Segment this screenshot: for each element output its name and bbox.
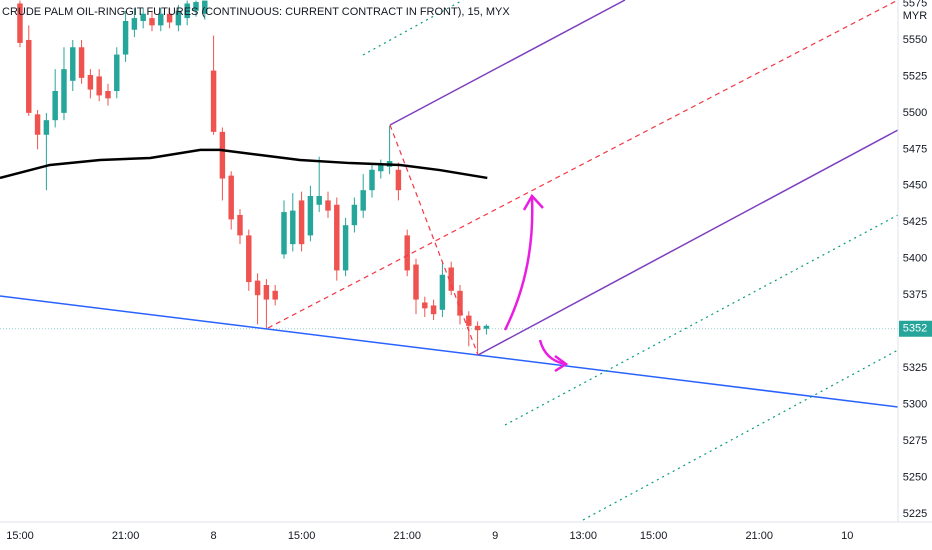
candle-body (413, 264, 419, 300)
candle-body (430, 305, 437, 315)
candle-body (219, 131, 226, 179)
candle-body (316, 196, 322, 205)
candle-body (184, 3, 190, 19)
candle-body (114, 54, 120, 92)
x-tick-label: 15:00 (640, 530, 668, 542)
y-tick-label: 5375 (903, 289, 927, 301)
chart-title: CRUDE PALM OIL-RINGGIT FUTURES (CONTINUO… (2, 6, 510, 18)
candle-body (334, 204, 340, 271)
x-tick-label: 15:00 (6, 530, 34, 542)
y-tick-label: 5450 (903, 180, 927, 192)
x-tick-label: 8 (211, 530, 217, 542)
x-tick-label: 21:00 (745, 530, 773, 542)
plot-area (0, 0, 898, 354)
candle-body (325, 200, 331, 211)
candle-body (272, 290, 278, 300)
candle-body (52, 91, 58, 121)
candle-body (175, 10, 182, 26)
candle-body (70, 47, 76, 81)
candle-body (228, 175, 234, 220)
candle-body (378, 163, 384, 172)
candle-body (210, 70, 217, 132)
candle-body (61, 69, 67, 113)
arrow (503, 197, 534, 331)
y-tick-label: 5300 (903, 398, 927, 410)
candle-body (96, 76, 102, 96)
candle-body (439, 274, 446, 310)
candle-body (422, 302, 428, 309)
moving-average (0, 148, 488, 180)
candle-body (307, 196, 314, 236)
pitchfork-upper (389, 0, 626, 126)
candle-body (149, 18, 155, 26)
candle-body (78, 47, 85, 78)
arrow-head (554, 354, 569, 373)
y-tick-label: 5225 (903, 508, 927, 520)
y-tick-label: 5575 (903, 0, 927, 9)
candle-body (263, 284, 270, 300)
y-tick-label: 5325 (903, 362, 927, 374)
drawings (0, 0, 899, 521)
last-price-label: 5352 (903, 323, 927, 335)
candle-body (290, 210, 296, 245)
candle-body (193, 2, 199, 11)
candle-body (448, 267, 454, 291)
candle-body (298, 200, 305, 245)
candle-body (466, 315, 472, 326)
candle-body (281, 212, 287, 255)
candle-body (246, 235, 252, 283)
candle-body (131, 18, 138, 30)
candle-body (342, 225, 349, 271)
candle-body (254, 280, 261, 296)
y-tick-label: 5525 (903, 70, 927, 82)
axes: 5225525052755300532553505375540054255450… (6, 0, 932, 542)
pitchfork-outer (362, 0, 464, 56)
pitchfork-outer (504, 214, 899, 426)
candle-body (395, 169, 402, 191)
y-tick-label: 5425 (903, 216, 927, 228)
candle-body (351, 204, 358, 226)
candle-body (237, 214, 243, 236)
candle-body (17, 3, 23, 43)
candle-body (158, 13, 164, 26)
candle-body (105, 91, 111, 99)
trend-line (0, 295, 899, 408)
y-tick-label: 5400 (903, 253, 927, 265)
x-tick-label: 10 (841, 530, 853, 542)
x-tick-label: 21:00 (112, 530, 140, 542)
candle-body (202, 0, 208, 14)
candle-body (369, 169, 375, 191)
candle-body (360, 190, 366, 211)
candle-body (457, 290, 463, 316)
y-tick-label: 5275 (903, 435, 927, 447)
x-tick-label: 9 (492, 530, 498, 542)
candle-body (26, 39, 32, 113)
y-tick-label: 5550 (903, 34, 927, 46)
x-tick-label: 13:00 (569, 530, 597, 542)
candle-body (43, 120, 50, 135)
y-tick-label: 5500 (903, 107, 927, 119)
x-tick-label: 21:00 (393, 530, 421, 542)
candle-body (483, 325, 490, 329)
arrow-head (522, 193, 544, 211)
x-tick-label: 15:00 (288, 530, 316, 542)
candle-body (166, 13, 173, 23)
last-price-box (899, 320, 932, 337)
candle-body (140, 13, 146, 22)
candle-body (474, 325, 481, 331)
y-tick-label: 5250 (903, 471, 927, 483)
y-tick-label: 5475 (903, 143, 927, 155)
candle-body (404, 235, 410, 271)
candle-body (34, 114, 41, 135)
pitchfork-lower (477, 129, 899, 356)
currency: MYR (903, 10, 928, 22)
arrow (538, 339, 566, 366)
candle-body (87, 74, 94, 90)
candle-body (122, 21, 129, 55)
pitchfork-median (267, 0, 899, 329)
